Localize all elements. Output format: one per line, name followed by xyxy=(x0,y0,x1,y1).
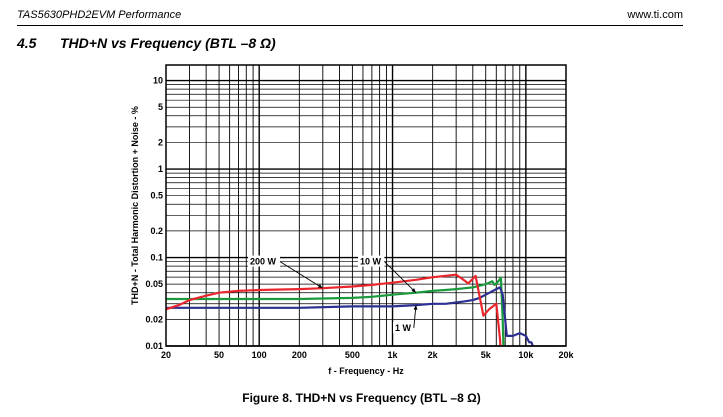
annotation-bg xyxy=(393,321,414,333)
annotation-label: 200 W xyxy=(250,257,277,267)
section-title: THD+N vs Frequency (BTL –8 Ω) xyxy=(60,35,276,51)
annotation-bg xyxy=(358,255,385,267)
x-tick-label: 100 xyxy=(252,350,267,360)
annotation-layer: 200 W 10 W 1 W xyxy=(248,255,418,333)
x-tick-label: 2k xyxy=(428,350,439,360)
annotation-bg xyxy=(248,255,280,267)
plot-frame xyxy=(165,64,567,347)
annotation-label: 1 W xyxy=(395,323,412,333)
y-tick-labels: 0.01 0.02 0.05 0.1 0.2 0.5 1 2 5 10 xyxy=(145,76,163,351)
x-tick-label: 10k xyxy=(518,350,534,360)
x-tick-label: 1k xyxy=(388,350,399,360)
x-tick-label: 5k xyxy=(481,350,492,360)
site-url[interactable]: www.ti.com xyxy=(627,9,683,21)
x-tick-labels: 20 50 100 200 500 1k 2k 5k 10k 20k xyxy=(161,350,575,360)
y-tick-label: 5 xyxy=(158,102,163,112)
y-tick-label: 2 xyxy=(158,137,163,147)
y-tick-label: 10 xyxy=(153,76,163,86)
annotation-leader xyxy=(279,261,324,289)
header-rule xyxy=(17,25,683,26)
x-tick-label: 500 xyxy=(345,350,360,360)
y-tick-label: 0.05 xyxy=(145,279,163,289)
y-tick-label: 1 xyxy=(158,164,163,174)
y-tick-label: 0.02 xyxy=(145,314,163,324)
y-tick-label: 0.01 xyxy=(145,341,163,351)
annotation-leader xyxy=(384,261,417,294)
chart-background xyxy=(0,0,723,390)
series-line-1w xyxy=(166,286,534,346)
y-tick-label: 0.5 xyxy=(150,191,163,201)
x-tick-label: 50 xyxy=(214,350,224,360)
annotation-arrowhead xyxy=(411,288,416,293)
y-tick-label: 0.2 xyxy=(150,226,163,236)
section-number: 4.5 xyxy=(17,35,37,51)
annotation-label: 10 W xyxy=(360,257,382,267)
series-line-10w xyxy=(166,276,505,346)
minor-grid xyxy=(165,65,567,346)
document-title: TAS5630PHD2EVM Performance xyxy=(17,9,182,21)
x-axis-label: f - Frequency - Hz xyxy=(328,366,404,376)
x-tick-label: 200 xyxy=(292,350,307,360)
figure-caption: Figure 8. THD+N vs Frequency (BTL –8 Ω) xyxy=(242,391,481,405)
x-tick-label: 20 xyxy=(161,350,171,360)
annotation-arrowhead xyxy=(413,305,418,310)
thdn-chart: 200 W 10 W 1 W 20 50 100 200 500 1k 2k 5k 10k 20k 0… xyxy=(0,0,723,390)
y-tick-label: 0.1 xyxy=(150,253,163,263)
annotation-arrowhead xyxy=(317,284,323,289)
x-tick-label: 20k xyxy=(558,350,574,360)
y-axis-label: THD+N - Total Harmonic Distortion + Nois… xyxy=(130,106,140,305)
section-heading: 4.5 THD+N vs Frequency (BTL –8 Ω) xyxy=(17,35,276,51)
